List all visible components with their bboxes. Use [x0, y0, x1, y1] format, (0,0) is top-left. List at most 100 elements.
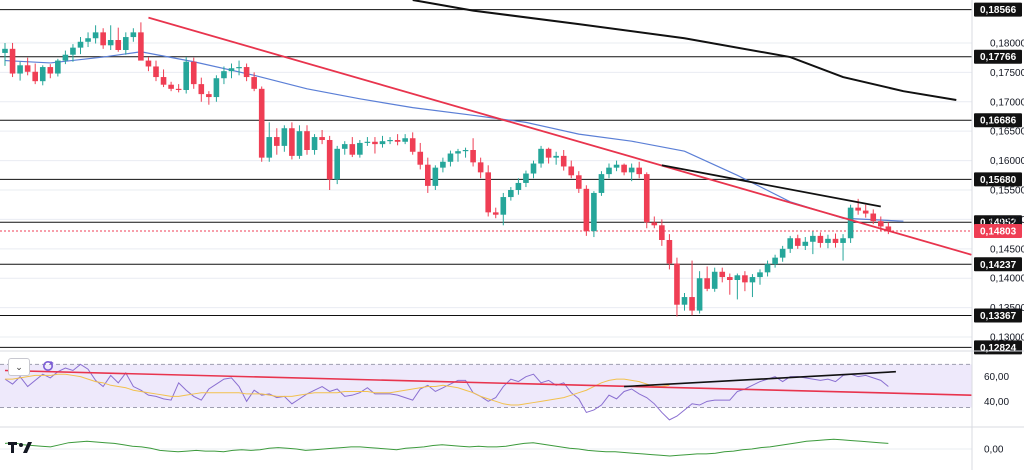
- candle-body: [447, 153, 454, 162]
- candle-body: [77, 41, 84, 48]
- candle-body: [319, 137, 325, 140]
- candle-body: [462, 150, 469, 152]
- candle-body: [825, 238, 831, 243]
- horizontal-levels: 0,18566 0,17766 0,16686 0,15680 0,14952 0,142…: [0, 2, 1022, 355]
- candle-body: [425, 164, 431, 186]
- candle-body: [409, 138, 416, 152]
- price-axis: 0,18000 0,17500 0,17000 0,16500 0,16000 0,155…: [984, 38, 1024, 455]
- candle-body: [289, 128, 295, 156]
- candle-body: [39, 67, 46, 82]
- price-tick-label: 0,14500: [990, 244, 1024, 255]
- candle-body: [583, 188, 590, 232]
- rsi-band: [0, 364, 972, 408]
- candle-body: [885, 226, 892, 232]
- trendline-red-descending: [148, 16, 972, 256]
- candle-body: [70, 47, 76, 55]
- price-tick-label: 0,16000: [990, 156, 1024, 167]
- candle-body: [311, 137, 318, 150]
- level-label: 0,14237: [980, 260, 1017, 271]
- candle-body: [24, 65, 31, 72]
- collapse-indicator-button[interactable]: ⌄: [8, 358, 30, 376]
- candle-body: [862, 210, 869, 214]
- current-price-box: [974, 224, 1022, 238]
- price-tick-label: 0,13000: [990, 333, 1024, 344]
- candle-body: [606, 167, 612, 175]
- candle-body: [62, 54, 69, 61]
- candle-body: [666, 240, 673, 264]
- candle-body: [802, 241, 809, 246]
- candle-body: [349, 144, 356, 155]
- candle-body: [840, 238, 846, 243]
- candle-body: [530, 163, 537, 174]
- tradingview-logo: [8, 442, 32, 453]
- candle-body: [711, 271, 718, 289]
- candle-body: [440, 161, 446, 168]
- candle-body: [145, 60, 152, 67]
- candlesticks: [2, 22, 892, 317]
- candle-body: [17, 65, 23, 74]
- candle-body: [742, 275, 748, 283]
- candle-body: [704, 278, 710, 289]
- candle-body: [787, 238, 793, 249]
- candle-body: [538, 148, 544, 164]
- candle-body: [341, 144, 348, 149]
- candle-body: [810, 235, 816, 242]
- level-label-box: [974, 172, 1022, 187]
- candle-body: [643, 174, 650, 223]
- level-label-box: [974, 113, 1022, 128]
- candle-body: [523, 173, 529, 183]
- candle-body: [153, 66, 159, 78]
- candle-body: [175, 88, 182, 90]
- candle-body: [757, 272, 763, 278]
- candle-body: [470, 150, 476, 163]
- refresh-icon[interactable]: [42, 360, 54, 372]
- candle-body: [228, 68, 235, 72]
- level-label: 0,12824: [980, 343, 1017, 354]
- candle-body: [47, 67, 54, 74]
- level-label: 0,18566: [980, 5, 1017, 16]
- candle-body: [659, 225, 665, 240]
- candle-body: [878, 221, 884, 227]
- price-tick-label: 0,18000: [990, 38, 1024, 49]
- candle-body: [832, 238, 839, 243]
- candle-body: [727, 277, 733, 280]
- candle-body: [387, 140, 393, 142]
- moving-average-blue: [4, 51, 904, 222]
- candle-body: [576, 175, 582, 189]
- candle-body: [372, 141, 378, 145]
- candle-body: [674, 263, 680, 305]
- level-label: 0,13367: [980, 311, 1017, 322]
- candle-body: [379, 141, 386, 145]
- candle-body: [130, 32, 137, 38]
- candle-body: [402, 138, 408, 142]
- level-label: 0,16686: [980, 116, 1017, 127]
- moving-average-black: [412, 0, 957, 101]
- trendlines[interactable]: [148, 16, 972, 256]
- candle-body: [568, 166, 575, 176]
- candle-body: [817, 235, 824, 243]
- candle-body: [281, 128, 288, 146]
- candle-body: [508, 190, 514, 198]
- candle-body: [9, 48, 16, 74]
- candle-body: [855, 207, 861, 211]
- candle-body: [764, 264, 771, 273]
- candle-body: [236, 67, 242, 69]
- momentum-panel: [0, 438, 972, 457]
- candle-body: [847, 207, 854, 239]
- candle-body: [100, 32, 106, 46]
- level-label: 0,14952: [980, 218, 1017, 229]
- price-indicator-lines: [4, 0, 957, 222]
- candle-body: [213, 78, 220, 98]
- candle-body: [545, 148, 552, 158]
- candle-body: [636, 167, 642, 175]
- level-label-box: [974, 49, 1022, 64]
- rsi-tick-label: 40,00: [984, 397, 1009, 408]
- candle-body: [681, 297, 688, 305]
- candle-body: [190, 61, 197, 85]
- price-tick-label: 0,13500: [990, 303, 1024, 314]
- candle-body: [123, 37, 129, 50]
- candle-body: [107, 40, 114, 46]
- candle-body: [492, 212, 499, 215]
- candle-body: [719, 271, 726, 278]
